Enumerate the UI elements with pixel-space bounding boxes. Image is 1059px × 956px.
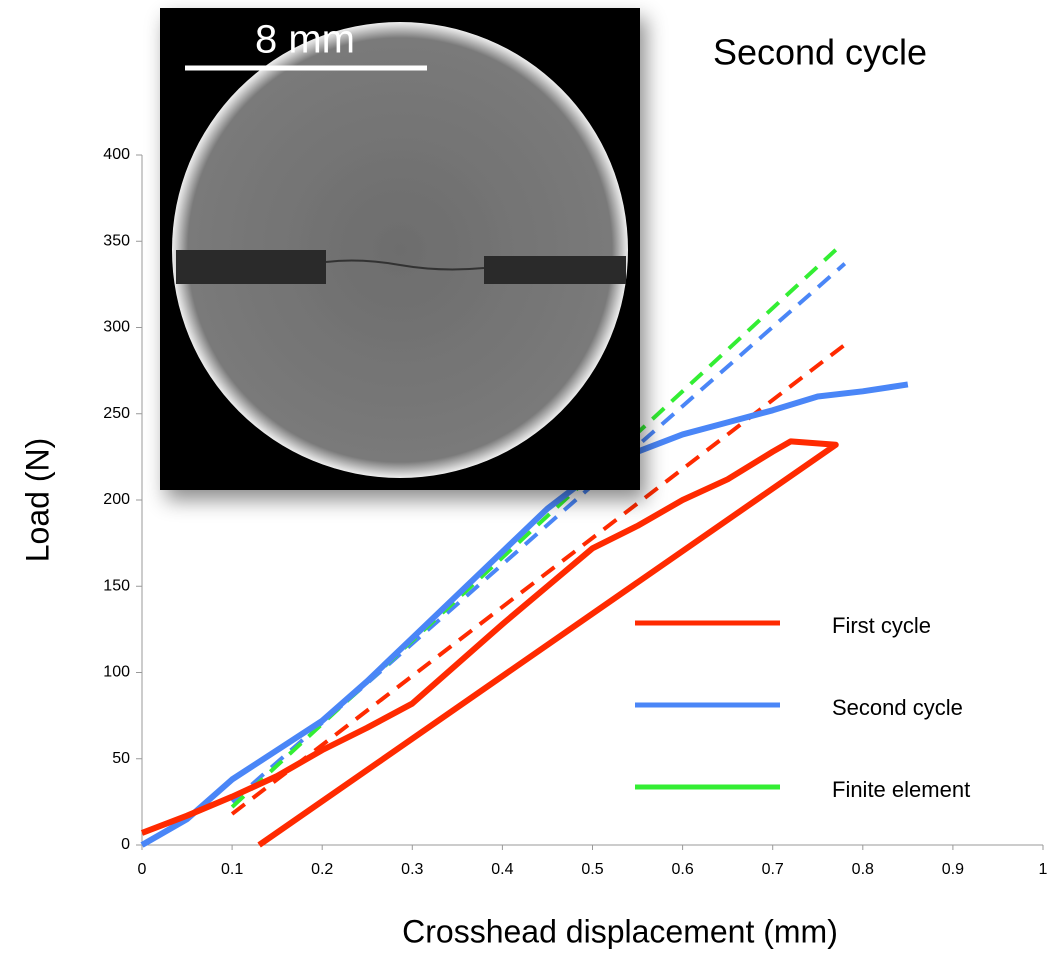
x-tick-label: 1 [1039,861,1048,878]
inset-image [160,8,640,490]
chart-title: Second cycle [713,32,927,73]
x-tick-label: 0.3 [401,861,423,878]
y-tick-label: 50 [112,750,130,767]
y-tick-label: 400 [103,146,130,163]
x-tick-label: 0.2 [311,861,333,878]
x-tick-label: 0 [138,861,147,878]
y-tick-label: 100 [103,664,130,681]
y-tick-label: 250 [103,405,130,422]
scale-label: 8 mm [255,18,355,62]
y-tick-label: 350 [103,232,130,249]
x-axis-label: Crosshead displacement (mm) [402,913,838,949]
x-tick-label: 0.5 [581,861,603,878]
legend-label: Second cycle [832,695,963,720]
legend-label: First cycle [832,613,931,638]
series-line [140,438,839,848]
x-tick-label: 0.4 [491,861,513,878]
x-tick-label: 0.8 [852,861,874,878]
y-tick-label: 300 [103,319,130,336]
y-tick-label: 0 [121,836,130,853]
x-tick-label: 0.9 [942,861,964,878]
y-tick-label: 150 [103,577,130,594]
series-line [140,381,909,848]
y-tick-label: 200 [103,491,130,508]
x-tick-label: 0.6 [671,861,693,878]
y-axis-label: Load (N) [19,438,55,563]
x-tick-label: 0.7 [762,861,784,878]
legend-label: Finite element [832,777,970,802]
x-tick-label: 0.1 [221,861,243,878]
